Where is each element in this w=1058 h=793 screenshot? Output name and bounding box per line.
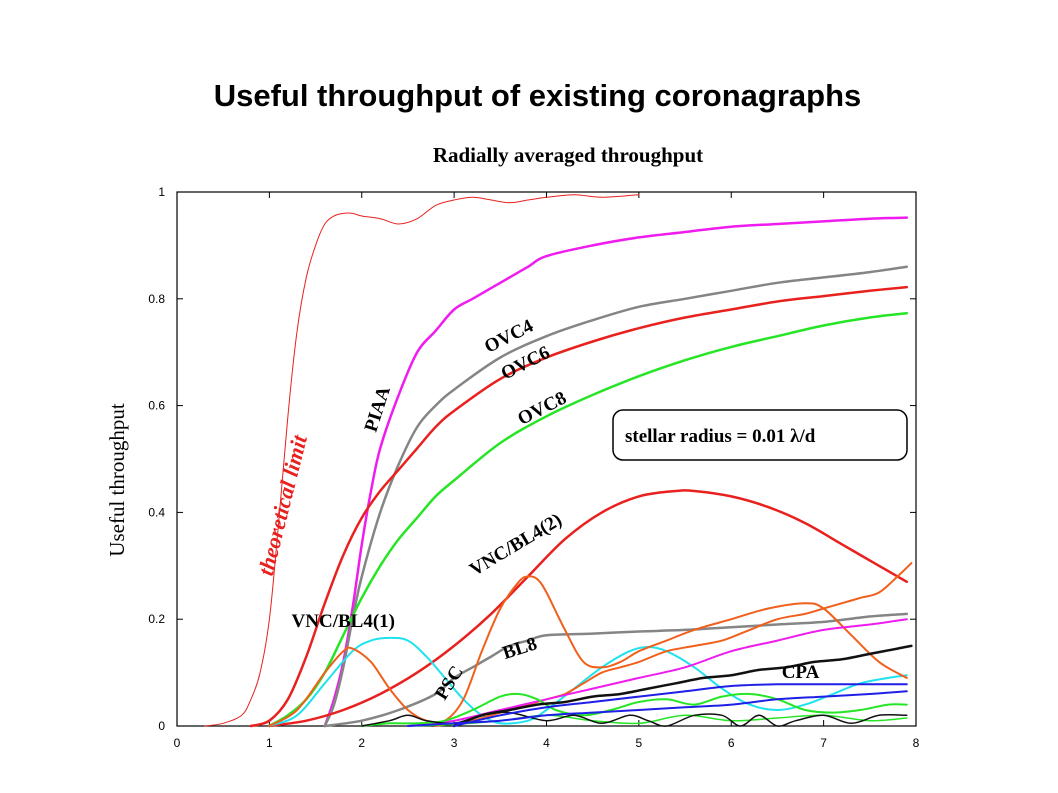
slide-title: Useful throughput of existing coronagrap… [213, 78, 862, 113]
x-tick-label: 0 [174, 736, 181, 750]
x-tick-label: 8 [913, 736, 920, 750]
x-tick-label: 4 [543, 736, 550, 750]
x-tick-label: 7 [820, 736, 827, 750]
curve-label-bl8: BL8 [500, 633, 540, 664]
series-line-piaa [323, 216, 909, 728]
curve-label-vnc-bl4-2: VNC/BL4(2) [466, 509, 565, 580]
curve-label-vnc-bl4-1: VNC/BL4(1) [292, 611, 395, 632]
series-line-vnc-bl4-2 [268, 489, 909, 728]
curve-label-ovc8: OVC8 [514, 388, 570, 430]
curve-label-theoretical-limit: theoretical limit [253, 432, 312, 578]
series-line-unlabeled-15 [406, 690, 908, 727]
series-line-unlabeled-11 [360, 692, 908, 727]
annotation-text: stellar radius = 0.01 λ/d [625, 426, 816, 447]
series-line-theoretical-limit [204, 194, 640, 727]
curve-label-cpa: CPA [782, 662, 820, 683]
x-tick-label: 2 [358, 736, 365, 750]
curve-label-piaa: PIAA [361, 384, 395, 435]
y-tick-label: 0 [158, 719, 165, 733]
y-tick-label: 1 [158, 185, 165, 199]
x-tick-label: 5 [636, 736, 643, 750]
series-line-ovc6 [249, 285, 909, 728]
y-tick-label: 0.8 [148, 292, 165, 306]
annotation-box: stellar radius = 0.01 λ/d [612, 409, 908, 461]
series-line-ovc8 [268, 311, 909, 728]
y-tick-label: 0.4 [148, 505, 165, 519]
series-lines [204, 194, 913, 728]
series-line-bl8 [323, 612, 909, 728]
series-line-cpa [452, 644, 913, 728]
x-tick-label: 3 [451, 736, 458, 750]
x-tick-label: 6 [728, 736, 735, 750]
y-axis-label: Useful throughput [105, 403, 129, 557]
y-tick-label: 0.2 [148, 612, 165, 626]
series-line-vnc-bl4-1 [268, 636, 908, 727]
y-tick-label: 0.6 [148, 399, 165, 413]
series-line-psc [268, 575, 908, 727]
plot-title: Radially averaged throughput [433, 143, 703, 167]
series-line-unlabeled-16 [453, 683, 908, 727]
axis-ticks: 0 1 2 3 4 5 6 7 8 0 0.2 0.4 0.6 0.8 1 [148, 185, 919, 750]
series-line-unlabeled-10 [406, 618, 908, 727]
x-tick-label: 1 [266, 736, 273, 750]
